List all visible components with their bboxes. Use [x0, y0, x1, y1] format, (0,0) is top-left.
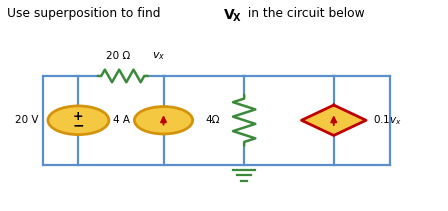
Circle shape [48, 106, 109, 135]
Text: 4Ω: 4Ω [205, 115, 220, 125]
Polygon shape [302, 105, 366, 135]
Text: 20 V: 20 V [16, 115, 39, 125]
Text: +: + [73, 110, 84, 123]
Text: 20 Ω: 20 Ω [106, 51, 130, 61]
Text: −: − [73, 119, 84, 133]
Text: Use superposition to find: Use superposition to find [7, 7, 164, 20]
Text: $\mathbf{V}_{\!\mathbf{X}}$: $\mathbf{V}_{\!\mathbf{X}}$ [223, 7, 241, 24]
Circle shape [134, 107, 193, 134]
Text: $0.1v_x$: $0.1v_x$ [373, 113, 402, 127]
Text: $v_x$: $v_x$ [152, 50, 166, 62]
Text: 4 A: 4 A [113, 115, 130, 125]
Text: in the circuit below: in the circuit below [244, 7, 365, 20]
